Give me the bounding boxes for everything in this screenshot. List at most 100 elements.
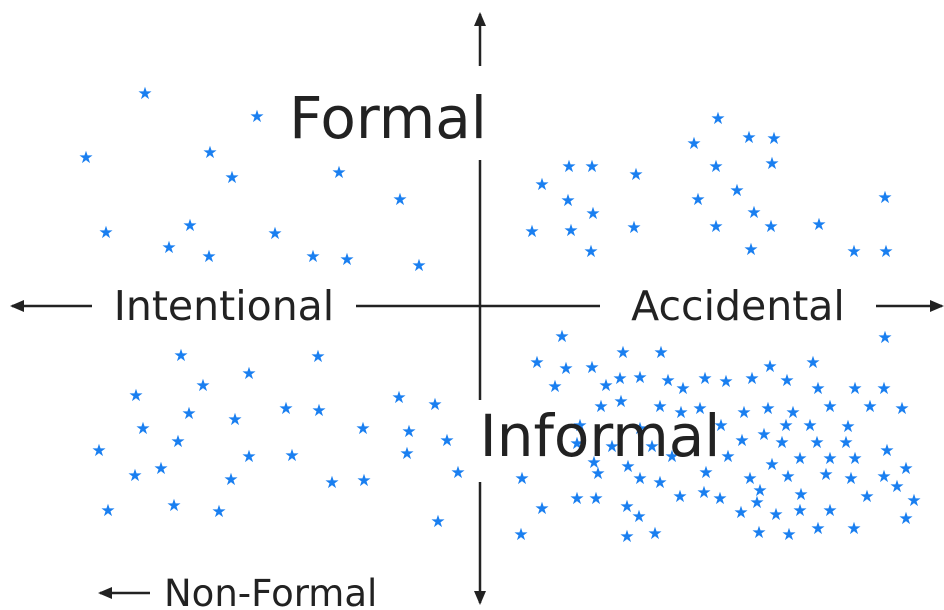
star-icon: ★ [534,175,549,195]
star-icon: ★ [612,369,627,389]
star-icon: ★ [697,369,712,389]
star-icon: ★ [632,419,647,439]
star-icon: ★ [392,190,407,210]
star-icon: ★ [710,109,725,129]
star-icon: ★ [241,364,256,384]
star-icon: ★ [653,343,668,363]
star-icon: ★ [708,157,723,177]
star-icon: ★ [847,379,862,399]
star-icon: ★ [324,473,339,493]
star-icon: ★ [534,499,549,519]
star-icon: ★ [135,419,150,439]
star-icon: ★ [846,242,861,262]
star-icon: ★ [223,470,238,490]
star-icon: ★ [547,377,562,397]
star-icon: ★ [127,466,142,486]
star-icon: ★ [173,346,188,366]
star-icon: ★ [733,503,748,523]
star-icon: ★ [604,437,619,457]
star-icon: ★ [690,190,705,210]
star-icon: ★ [843,469,858,489]
star-icon: ★ [644,437,659,457]
star-icon: ★ [785,403,800,423]
axis-labels: Formal Informal Intentional Accidental N… [114,84,845,610]
star-icon: ★ [202,143,217,163]
star-icon: ★ [166,496,181,516]
star-icon: ★ [181,404,196,424]
star-icon: ★ [793,485,808,505]
star-icon: ★ [620,457,635,477]
star-icon: ★ [305,247,320,267]
star-icon: ★ [792,449,807,469]
star-icon: ★ [137,84,152,104]
star-icon: ★ [734,431,749,451]
star-icon: ★ [584,157,599,177]
star-icon: ★ [632,368,647,388]
star-icon: ★ [613,392,628,412]
star-icon: ★ [439,431,454,451]
star-icon: ★ [430,512,445,532]
star-icon: ★ [675,379,690,399]
star-icon: ★ [554,327,569,347]
star-icon: ★ [619,497,634,517]
star-icon: ★ [822,397,837,417]
star-icon: ★ [224,168,239,188]
star-icon: ★ [278,399,293,419]
star-icon: ★ [182,216,197,236]
label-non-formal: Non-Formal [164,572,377,610]
star-icon: ★ [560,191,575,211]
star-icon: ★ [91,441,106,461]
star-icon: ★ [749,493,764,513]
star-icon: ★ [712,489,727,509]
star-icon: ★ [894,399,909,419]
star-icon: ★ [98,223,113,243]
star-icon: ★ [572,416,587,436]
star-icon: ★ [778,416,793,436]
star-icon: ★ [751,523,766,543]
star-icon: ★ [686,134,701,154]
star-icon: ★ [529,353,544,373]
star-icon: ★ [822,449,837,469]
star-icon: ★ [763,217,778,237]
star-icon: ★ [743,240,758,260]
star-icon: ★ [593,397,608,417]
star-icon: ★ [878,242,893,262]
star-icon: ★ [906,491,921,511]
star-icon: ★ [411,256,426,276]
star-icon: ★ [698,463,713,483]
star-icon: ★ [631,507,646,527]
star-icon: ★ [889,477,904,497]
star-icon: ★ [696,483,711,503]
star-icon: ★ [401,422,416,442]
star-icon: ★ [161,238,176,258]
star-markers: ★ ★ ★ ★ ★ ★ ★ ★ ★ ★ ★ ★ ★ ★ ★ ★ ★ ★ ★ ★ ★ ★ ★ ★ ★ ★ ★ ★ ★ ★ ★ ★ ★ ★ ★ ★ ★ ★ ★ ★… [78,84,921,547]
star-icon: ★ [752,481,767,501]
star-icon: ★ [756,425,771,445]
star-icon: ★ [355,419,370,439]
star-icon: ★ [805,353,820,373]
star-icon: ★ [615,343,630,363]
star-icon: ★ [619,527,634,547]
star-icon: ★ [779,371,794,391]
star-icon: ★ [524,222,539,242]
star-icon: ★ [760,399,775,419]
star-icon: ★ [267,224,282,244]
label-accidental: Accidental [631,282,845,330]
star-icon: ★ [898,509,913,529]
star-icon: ★ [879,441,894,461]
star-icon: ★ [584,358,599,378]
star-icon: ★ [513,525,528,545]
star-icon: ★ [746,203,761,223]
star-icon: ★ [764,154,779,174]
star-icon: ★ [249,107,264,127]
star-icon: ★ [780,467,795,487]
star-icon: ★ [741,128,756,148]
star-icon: ★ [569,434,584,454]
star-icon: ★ [792,501,807,521]
star-icon: ★ [598,376,613,396]
star-icon: ★ [339,250,354,270]
star-icon: ★ [78,148,93,168]
star-icon: ★ [713,416,728,436]
star-icon: ★ [647,524,662,544]
